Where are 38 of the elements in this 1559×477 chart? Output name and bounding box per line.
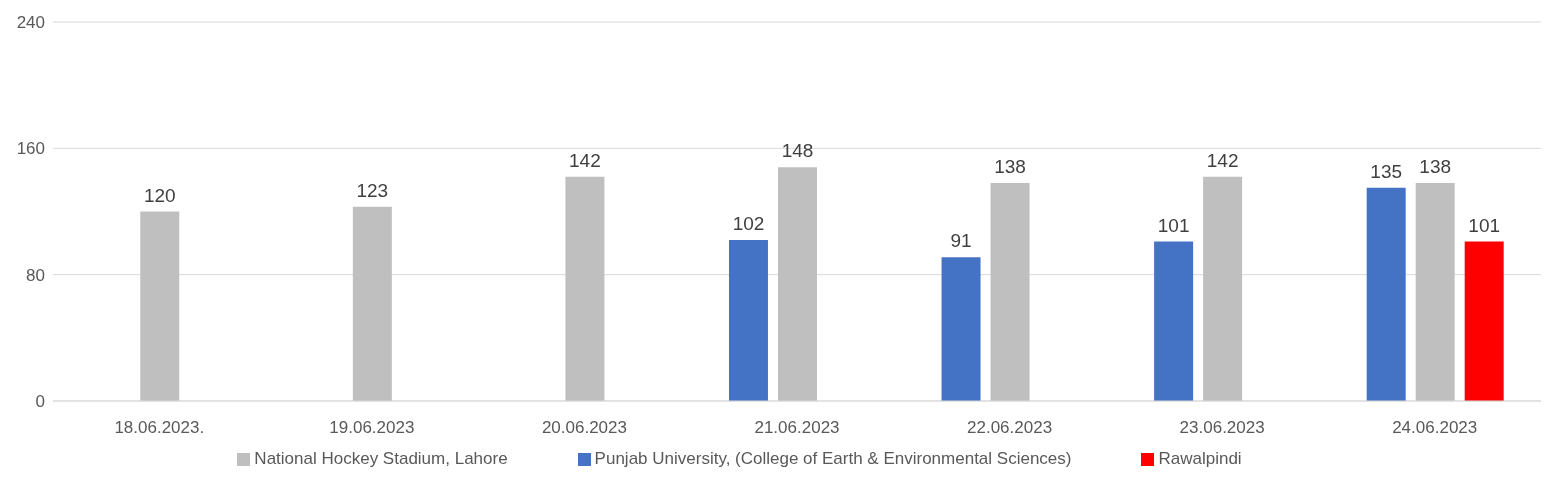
bar bbox=[777, 167, 817, 401]
bar bbox=[728, 239, 768, 401]
data-label: 138 bbox=[994, 156, 1026, 178]
bar bbox=[140, 211, 180, 401]
data-label: 135 bbox=[1370, 160, 1403, 182]
x-tick-label: 22.06.2023 bbox=[967, 418, 1053, 438]
data-label: 138 bbox=[1419, 156, 1452, 178]
data-label: 102 bbox=[732, 212, 765, 234]
bar bbox=[352, 206, 392, 401]
data-label: 120 bbox=[143, 184, 176, 206]
bar bbox=[990, 183, 1030, 401]
bar bbox=[941, 257, 981, 401]
y-tick-label: 0 bbox=[35, 392, 45, 412]
bar bbox=[1464, 241, 1504, 401]
bar bbox=[1154, 241, 1194, 401]
x-tick-label: 20.06.2023 bbox=[541, 418, 627, 438]
x-tick-label: 18.06.2023. bbox=[114, 418, 205, 438]
y-tick-label: 160 bbox=[16, 139, 45, 159]
legend-label: Punjab University, (College of Earth & Environmental Sciences) bbox=[594, 449, 1072, 468]
data-label: 148 bbox=[781, 140, 814, 162]
bar bbox=[1203, 176, 1243, 401]
x-tick-label: 19.06.2023 bbox=[329, 418, 415, 438]
x-tick-label: 24.06.2023 bbox=[1392, 418, 1478, 438]
data-label: 142 bbox=[569, 149, 601, 171]
data-label: 142 bbox=[1206, 149, 1239, 171]
y-tick-label: 240 bbox=[16, 13, 45, 33]
bar bbox=[565, 176, 605, 401]
legend-label: National Hockey Stadium, Lahore bbox=[254, 449, 508, 468]
data-label: 101 bbox=[1157, 214, 1190, 236]
data-label: 123 bbox=[356, 179, 389, 201]
bar bbox=[1415, 183, 1455, 401]
x-tick-label: 23.06.2023 bbox=[1179, 418, 1265, 438]
y-tick-label: 80 bbox=[26, 265, 45, 285]
data-label: 91 bbox=[950, 230, 972, 252]
data-label: 101 bbox=[1468, 214, 1501, 236]
legend-label: Rawalpindi bbox=[1158, 449, 1242, 468]
x-tick-label: 21.06.2023 bbox=[754, 418, 840, 438]
bar bbox=[1366, 187, 1406, 401]
